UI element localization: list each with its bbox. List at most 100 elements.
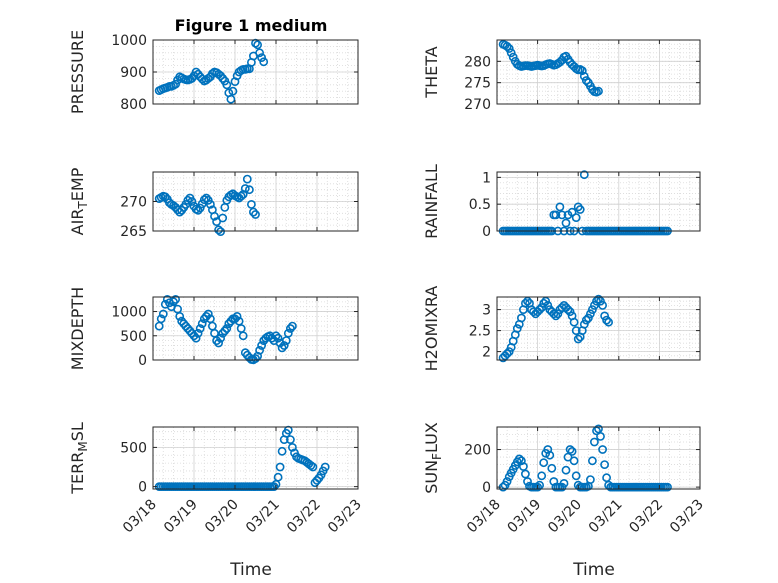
data-point <box>255 48 264 58</box>
data-point <box>596 296 605 306</box>
x-axis-label-right: Time <box>572 560 615 580</box>
data-point <box>588 305 597 314</box>
data-point <box>549 309 559 319</box>
y-tick-label: 2.5 <box>469 324 491 340</box>
y-tick-label: 1000 <box>111 33 147 49</box>
data-point <box>571 326 581 335</box>
x-tick-label: 03/23 <box>325 497 365 537</box>
data-point <box>551 210 561 220</box>
data-point <box>590 300 599 310</box>
y-label-subscript: T <box>76 201 90 210</box>
data-point <box>539 458 549 468</box>
data-point <box>169 297 178 307</box>
data-point <box>285 324 295 333</box>
y-tick-label: 2 <box>482 345 491 361</box>
y-label-main: TERR <box>68 452 87 495</box>
data-point <box>201 193 211 203</box>
data-point <box>602 473 611 483</box>
data-point <box>563 305 573 314</box>
data-point <box>226 94 236 104</box>
y-tick-label: 0 <box>482 480 491 496</box>
data-point <box>193 328 203 338</box>
data-point <box>251 354 260 363</box>
data-point <box>541 296 551 306</box>
data-point <box>600 311 609 321</box>
figure-title: Figure 1 medium <box>175 16 328 35</box>
data-point <box>502 477 512 486</box>
y-label-rest: LUX <box>422 422 441 453</box>
data-point <box>553 309 563 319</box>
x-tick-label: 03/18 <box>120 497 160 537</box>
data-point <box>312 475 322 485</box>
data-point <box>236 191 246 201</box>
data-point <box>232 311 242 321</box>
panel-air-temp: 265 270 AIRTEMP <box>68 167 359 240</box>
data-point <box>521 469 530 479</box>
data-point <box>569 456 579 466</box>
y-tick-label: 1 <box>482 170 491 186</box>
data-point <box>171 79 180 89</box>
data-point <box>306 461 316 470</box>
panel-theta: 270 275 280 THETA <box>422 39 701 113</box>
x-tick-label: 03/23 <box>667 497 707 537</box>
data-point <box>549 477 559 486</box>
data-point <box>592 296 601 306</box>
y-tick-label: 900 <box>120 65 147 81</box>
data-point <box>594 86 603 96</box>
panel-sun-flux: 0 200 03/18 03/19 03/20 03/21 03/22 03/23 SUNFLU… <box>422 422 707 536</box>
data-point <box>277 343 287 353</box>
data-point <box>279 341 289 350</box>
data-point <box>571 213 581 222</box>
data-point <box>197 74 207 84</box>
data-point <box>218 213 228 223</box>
panel-terr-msl: 0 500 03/18 03/19 03/20 03/21 03/22 03/23 TERRMS… <box>68 422 365 536</box>
data-point <box>551 311 561 321</box>
y-tick-label: 280 <box>464 54 491 70</box>
data-point <box>236 324 246 333</box>
data-point <box>590 437 599 447</box>
data-point <box>602 315 611 325</box>
data-point <box>512 324 522 333</box>
y-axis-label: MIXDEPTH <box>68 287 87 370</box>
data-point <box>259 57 269 67</box>
data-point <box>285 435 295 444</box>
y-label-subscript: M <box>76 441 90 451</box>
data-point <box>561 218 571 228</box>
data-point <box>183 195 193 205</box>
data-point <box>158 309 168 319</box>
y-tick-label: 800 <box>120 97 147 113</box>
panel-rainfall: 0 0.5 1 RAINFALL <box>422 164 701 240</box>
data-point <box>222 324 232 333</box>
axes-box <box>152 426 359 490</box>
x-tick-label: 03/20 <box>202 497 242 537</box>
y-tick-label: 3 <box>482 303 491 319</box>
y-tick-label: 500 <box>120 329 147 345</box>
data-point <box>320 462 330 472</box>
data-point <box>565 445 575 454</box>
data-point <box>586 475 595 484</box>
y-label-main: SUN <box>422 460 441 494</box>
data-point <box>257 341 266 350</box>
data-point <box>171 294 180 304</box>
data-point <box>205 199 215 209</box>
y-tick-label: 275 <box>464 76 491 92</box>
data-point <box>588 456 597 466</box>
y-axis-label: PRESSURE <box>68 30 87 114</box>
data-point <box>565 307 575 317</box>
data-point <box>216 333 225 343</box>
data-point <box>277 446 287 456</box>
data-point <box>598 445 607 454</box>
y-axis-label: THETA <box>422 46 441 98</box>
data-point <box>523 477 532 486</box>
data-point <box>269 482 279 491</box>
data-point <box>517 313 526 323</box>
x-tick-label: 03/21 <box>586 497 626 537</box>
data-point <box>308 462 318 472</box>
x-tick-label: 03/22 <box>284 497 324 537</box>
axes-box <box>496 296 701 361</box>
y-axis-label: TERRMSL <box>68 422 90 495</box>
data-point <box>199 195 209 205</box>
data-point <box>604 317 613 327</box>
data-point <box>600 460 609 469</box>
data-point <box>228 86 238 96</box>
